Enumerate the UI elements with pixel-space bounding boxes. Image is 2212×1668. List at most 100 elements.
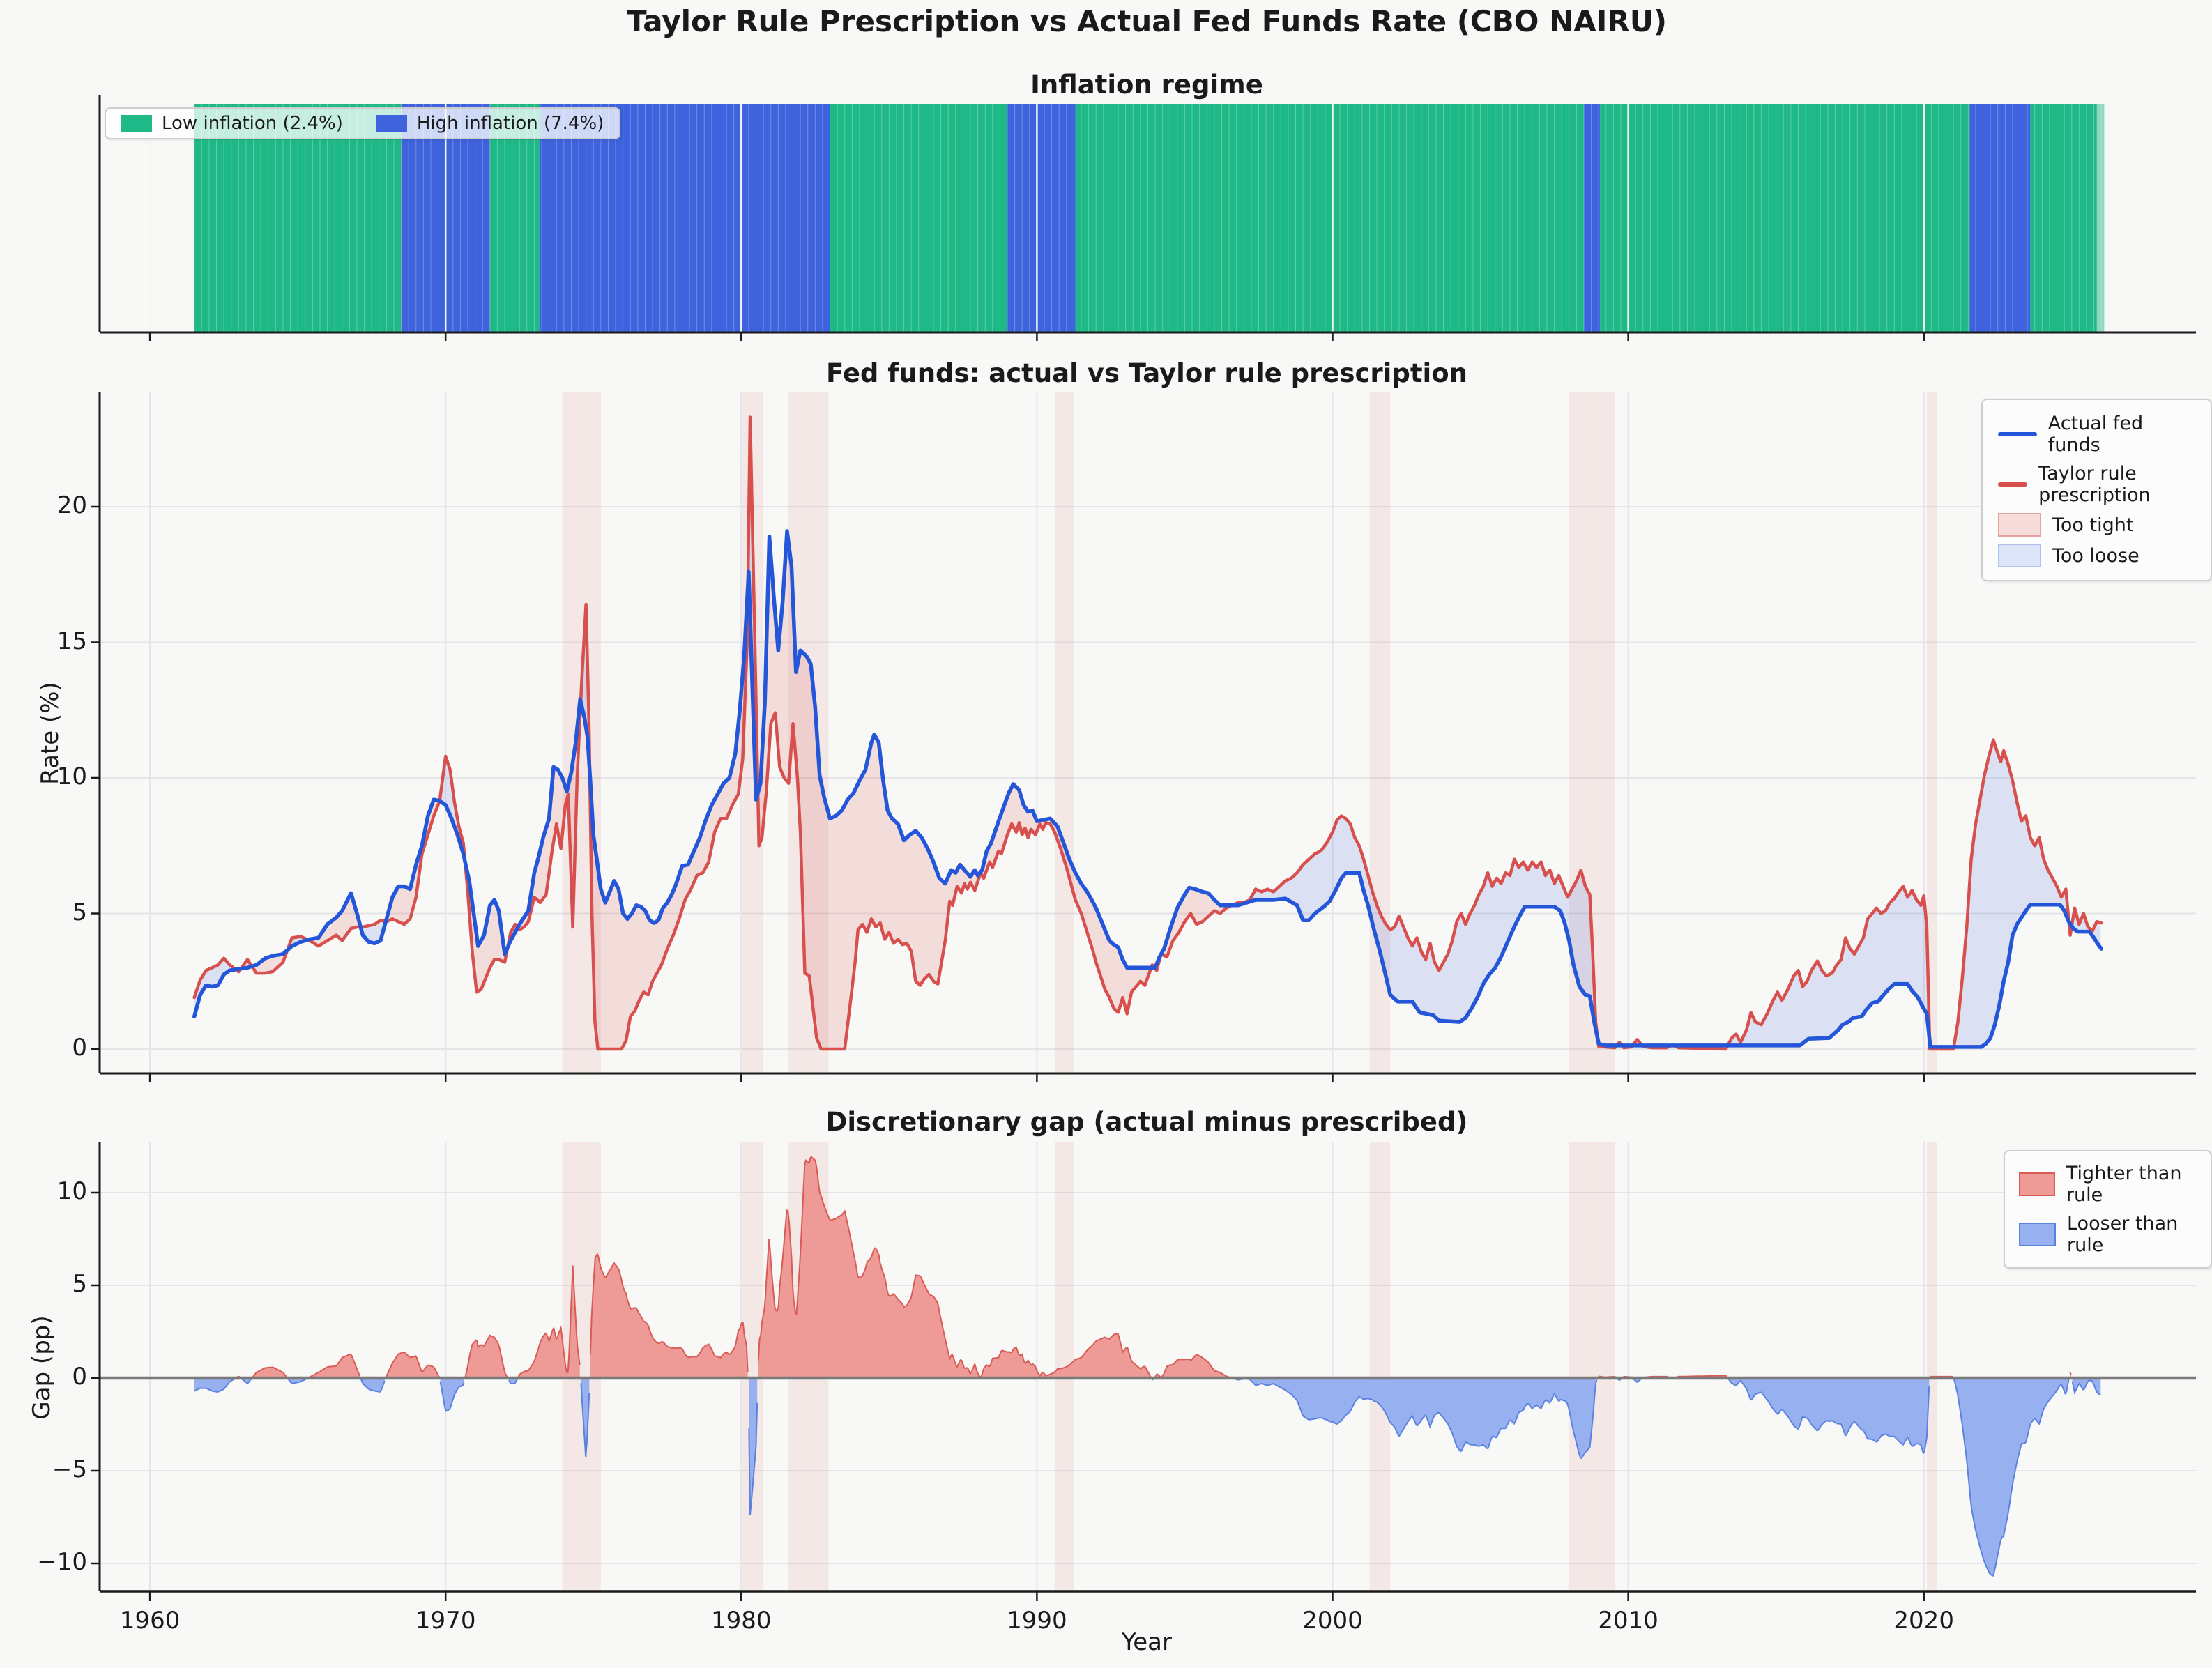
tighter-area [465,1335,508,1378]
too-loose-fill [1233,816,1597,1035]
tighter-edge [590,1253,749,1372]
regime-segment-low [489,104,540,332]
actual-fed-funds-line [192,529,2103,1049]
looser-edge [1727,1378,1930,1455]
figure-title: Taylor Rule Prescription vs Actual Fed F… [626,4,1668,38]
too-loose-fill [1727,886,1930,1046]
gap-y-tick-label: 0 [72,1363,87,1391]
looser-edge [241,1378,252,1385]
regime-segment-low [2096,104,2105,332]
tighter-edge [757,1156,1152,1379]
tighter-area [518,1265,580,1378]
tighter-edge [308,1353,361,1378]
looser-swatch-icon [2019,1223,2056,1246]
recession-band [1926,1142,1937,1591]
taylor-legend-label: Taylor rule prescription [2038,463,2151,506]
gap-y-tick-label: 5 [72,1270,87,1298]
regime-segment-low [830,104,1007,332]
too-tight-swatch-icon [1998,513,2041,537]
looser-area [194,1378,236,1392]
tighter-area [1154,1354,1232,1378]
regime-title: Inflation regime [1030,70,1263,100]
tighter-area [309,1354,360,1378]
looser-area [440,1378,464,1411]
low-inflation-legend-label: Low inflation (2.4%) [162,113,343,134]
looser-area [581,1378,590,1457]
actual-line-swatch-icon [1998,432,2037,436]
low-inflation-swatch-icon [121,115,152,132]
tighter-edge [385,1351,440,1378]
actual-legend-label: Actual fed funds [2047,413,2144,456]
rates-y-tick-label: 5 [72,898,87,926]
x-tick-label: 2020 [1893,1607,1954,1635]
regime-segment-low [2030,104,2097,332]
too-loose-fill [1954,741,2069,1047]
regime-segment-low [194,104,402,332]
looser-edge [439,1381,465,1412]
tighter-legend-label: Tighter than rule [2066,1163,2182,1206]
gap-y-tick-label: −10 [37,1548,87,1576]
gap-y-tick-label: 10 [56,1177,87,1205]
looser-edge [1232,1377,1598,1460]
rates-y-tick-label: 20 [56,491,87,519]
x-tick-label: 1960 [119,1607,181,1635]
looser-edge [1953,1379,2070,1577]
taylor-rule-line [192,415,2103,1051]
looser-edge [360,1379,386,1393]
rates-title: Fed funds: actual vs Taylor rule prescri… [826,358,1467,388]
tighter-edge [1154,1354,1232,1379]
tighter-area [386,1352,439,1378]
rates-legend: Actual fed funds Taylor rule prescriptio… [1981,399,2212,581]
too-tight-fill [590,588,748,1049]
tighter-area [590,1254,748,1378]
x-tick-label: 2000 [1302,1607,1363,1635]
tighter-edge [2069,1372,2072,1375]
recession-band [1369,392,1391,1073]
tighter-edge [1675,1375,1727,1379]
regime-segment-low [1075,104,1584,332]
too-loose-fill [2072,908,2101,948]
tighter-swatch-icon [2019,1172,2055,1196]
looser-area [1233,1378,1597,1458]
gap-y-tick-label: −5 [52,1455,87,1483]
too-tight-legend-label: Too tight [2052,514,2134,536]
x-axis-label: Year [1122,1628,1172,1656]
regime-segment-low [1600,104,1970,332]
looser-area [1954,1378,2069,1576]
looser-edge [580,1383,590,1458]
tighter-area [758,1157,1152,1378]
regime-segment-high [1007,104,1076,332]
too-tight-fill [758,535,1152,1049]
looser-edge [748,1402,758,1515]
tighter-edge [464,1334,509,1379]
regime-segment-high [540,104,830,332]
x-tick-label: 2010 [1598,1607,1658,1635]
looser-legend-label: Looser than rule [2066,1213,2179,1256]
recession-band [1569,1142,1615,1591]
regime-segment-high [1969,104,2031,332]
high-inflation-legend-label: High inflation (7.4%) [416,113,604,134]
looser-edge [194,1377,236,1393]
rates-y-tick-label: 15 [56,627,87,655]
x-tick-label: 1980 [711,1607,772,1635]
rates-y-tick-label: 10 [56,763,87,790]
looser-area [360,1378,385,1392]
rates-y-tick-label: 0 [72,1034,87,1062]
recession-band [1054,392,1074,1073]
x-tick-label: 1990 [1007,1607,1067,1635]
looser-edge [2071,1379,2101,1396]
recession-band [1369,1142,1391,1591]
high-inflation-swatch-icon [376,115,407,132]
regime-legend: Low inflation (2.4%) High inflation (7.4… [105,107,621,139]
looser-edge [287,1377,309,1384]
tighter-edge [517,1265,581,1377]
taylor-line-swatch-icon [1998,482,2028,487]
tighter-edge [252,1366,287,1379]
gap-legend: Tighter than rule Looser than rule [2004,1150,2212,1269]
looser-area [749,1378,758,1515]
too-loose-swatch-icon [1998,544,2041,567]
looser-area [1727,1378,1930,1453]
recession-band [1926,392,1937,1073]
